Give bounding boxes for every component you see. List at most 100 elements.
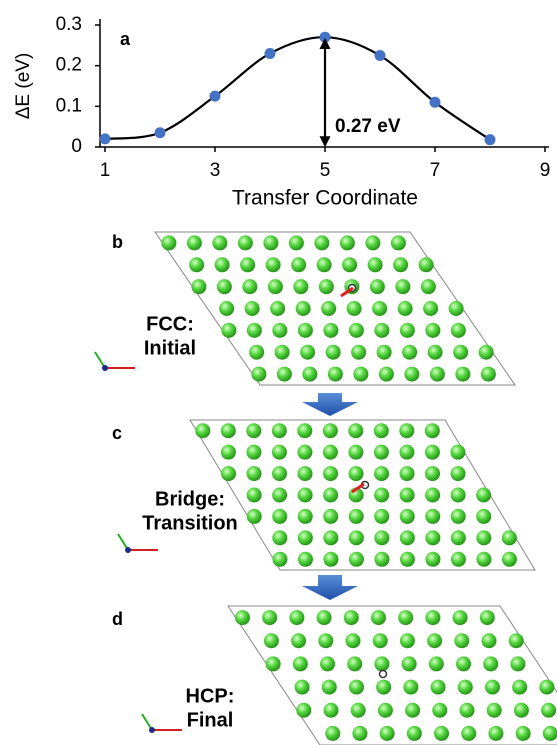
atom: [221, 445, 236, 460]
atom: [344, 610, 359, 625]
atom: [187, 235, 202, 250]
panel-label: c: [112, 423, 122, 443]
atom: [480, 610, 495, 625]
atom: [421, 279, 436, 294]
atom: [314, 235, 329, 250]
atom: [346, 633, 361, 648]
atom: [374, 488, 389, 503]
atom: [373, 633, 388, 648]
atom: [510, 656, 525, 671]
atom: [195, 423, 210, 438]
atom: [400, 509, 415, 524]
atom: [277, 367, 292, 382]
atom: [240, 257, 255, 272]
atom: [235, 610, 250, 625]
panel-label: b: [112, 232, 123, 252]
atom: [374, 530, 389, 545]
panel-label: a: [120, 29, 131, 49]
y-tick-label: 0.2: [56, 55, 82, 76]
atom: [351, 703, 366, 718]
panel-caption: FCC:: [146, 313, 194, 335]
atom: [289, 610, 304, 625]
atom: [502, 530, 517, 545]
atom: [430, 367, 445, 382]
atom: [374, 423, 389, 438]
atom: [476, 488, 491, 503]
atom: [402, 656, 417, 671]
atom: [365, 235, 380, 250]
atom: [298, 530, 313, 545]
atom: [324, 703, 339, 718]
atom: [246, 445, 261, 460]
atom: [374, 445, 389, 460]
barrier-label: 0.27 eV: [335, 116, 401, 137]
x-tick-label: 3: [210, 160, 221, 181]
data-point: [210, 91, 221, 102]
atom: [455, 367, 470, 382]
atom: [298, 488, 313, 503]
x-axis-label: Transfer Coordinate: [232, 187, 418, 210]
atom: [219, 301, 234, 316]
atom: [272, 423, 287, 438]
atom: [399, 445, 414, 460]
atom: [398, 301, 413, 316]
adatom: [380, 671, 387, 678]
atom: [453, 610, 468, 625]
atom: [374, 466, 389, 481]
atom: [431, 680, 446, 695]
atom: [419, 257, 434, 272]
atom: [266, 656, 281, 671]
atom: [340, 235, 355, 250]
atom: [488, 726, 503, 741]
atom: [323, 466, 338, 481]
atom: [456, 656, 471, 671]
atom: [238, 235, 253, 250]
atom: [481, 367, 496, 382]
atom: [349, 530, 364, 545]
atom: [539, 680, 554, 695]
atom: [249, 345, 264, 360]
atom: [221, 466, 236, 481]
atom: [321, 301, 336, 316]
atom: [323, 445, 338, 460]
atom: [485, 680, 500, 695]
atom: [318, 633, 333, 648]
atom: [289, 235, 304, 250]
atom: [427, 633, 442, 648]
atom: [400, 323, 415, 338]
panel-caption: Final: [187, 709, 234, 731]
energy-curve: [105, 37, 490, 139]
atom: [479, 345, 494, 360]
atom: [302, 367, 317, 382]
atom: [264, 633, 279, 648]
axis-c: [102, 365, 108, 371]
atom: [323, 552, 338, 567]
data-point: [485, 134, 496, 145]
atom: [541, 703, 556, 718]
atom: [432, 703, 447, 718]
atom: [272, 466, 287, 481]
atom: [320, 656, 335, 671]
atom: [429, 656, 444, 671]
atom: [404, 367, 419, 382]
atom: [374, 509, 389, 524]
atom: [348, 423, 363, 438]
atom: [349, 466, 364, 481]
atom: [347, 301, 362, 316]
atom: [451, 509, 466, 524]
data-point: [155, 127, 166, 138]
atom: [298, 323, 313, 338]
atom: [353, 367, 368, 382]
atom: [266, 257, 281, 272]
step-arrow: [302, 575, 358, 600]
atom: [247, 488, 262, 503]
atom: [297, 423, 312, 438]
atom: [378, 703, 393, 718]
atom: [245, 301, 260, 316]
atom: [291, 257, 306, 272]
atom: [275, 345, 290, 360]
atom: [400, 633, 415, 648]
atom: [400, 466, 415, 481]
atom: [247, 509, 262, 524]
